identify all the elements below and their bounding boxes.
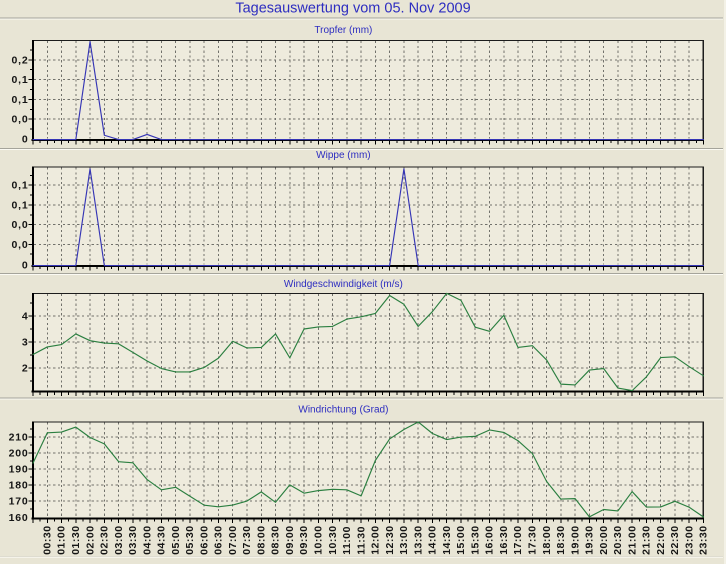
svg-text:16:30: 16:30 bbox=[498, 525, 510, 554]
svg-text:08:00: 08:00 bbox=[255, 525, 267, 554]
svg-text:0,1: 0,1 bbox=[12, 180, 29, 192]
svg-text:11:00: 11:00 bbox=[341, 526, 353, 555]
svg-text:190: 190 bbox=[9, 464, 29, 476]
svg-text:02:00: 02:00 bbox=[84, 525, 96, 554]
svg-text:3: 3 bbox=[22, 337, 29, 349]
svg-text:2: 2 bbox=[22, 363, 29, 375]
svg-text:180: 180 bbox=[9, 480, 29, 492]
svg-text:07:30: 07:30 bbox=[241, 525, 253, 554]
svg-text:Tropfer (mm): Tropfer (mm) bbox=[314, 25, 372, 36]
svg-text:Windgeschwindigkeit (m/s): Windgeschwindigkeit (m/s) bbox=[284, 279, 403, 290]
svg-text:22:00: 22:00 bbox=[655, 525, 667, 554]
svg-text:18:30: 18:30 bbox=[555, 525, 567, 554]
svg-text:02:30: 02:30 bbox=[99, 525, 111, 554]
svg-text:23:30: 23:30 bbox=[698, 525, 710, 554]
svg-text:20:00: 20:00 bbox=[598, 525, 610, 554]
svg-text:03:30: 03:30 bbox=[127, 525, 139, 554]
svg-text:0: 0 bbox=[22, 260, 29, 272]
svg-text:160: 160 bbox=[9, 512, 29, 524]
svg-text:15:30: 15:30 bbox=[469, 525, 481, 554]
svg-text:11:30: 11:30 bbox=[355, 526, 367, 555]
svg-text:12:00: 12:00 bbox=[370, 525, 382, 554]
svg-text:17:00: 17:00 bbox=[512, 525, 524, 554]
svg-text:210: 210 bbox=[9, 432, 29, 444]
svg-text:21:00: 21:00 bbox=[626, 525, 638, 554]
svg-text:03:00: 03:00 bbox=[113, 525, 125, 554]
svg-text:170: 170 bbox=[9, 496, 29, 508]
svg-text:0,1: 0,1 bbox=[12, 74, 29, 86]
svg-text:04:00: 04:00 bbox=[141, 525, 153, 554]
svg-text:13:00: 13:00 bbox=[398, 525, 410, 554]
svg-text:21:30: 21:30 bbox=[641, 525, 653, 554]
svg-text:01:30: 01:30 bbox=[70, 525, 82, 554]
svg-text:08:30: 08:30 bbox=[270, 525, 282, 554]
svg-text:04:30: 04:30 bbox=[156, 525, 168, 554]
svg-text:0,0: 0,0 bbox=[12, 239, 29, 251]
svg-text:22:30: 22:30 bbox=[669, 525, 681, 554]
svg-text:00:30: 00:30 bbox=[41, 525, 53, 554]
svg-text:06:30: 06:30 bbox=[213, 525, 225, 554]
svg-text:0,2: 0,2 bbox=[12, 54, 29, 66]
svg-text:4: 4 bbox=[22, 311, 29, 323]
svg-text:19:00: 19:00 bbox=[569, 525, 581, 554]
svg-text:05:00: 05:00 bbox=[170, 525, 182, 554]
svg-text:19:30: 19:30 bbox=[584, 525, 596, 554]
svg-text:13:30: 13:30 bbox=[412, 525, 424, 554]
svg-text:14:00: 14:00 bbox=[427, 525, 439, 554]
svg-text:0: 0 bbox=[22, 134, 29, 146]
svg-text:10:00: 10:00 bbox=[313, 525, 325, 554]
svg-text:18:00: 18:00 bbox=[541, 525, 553, 554]
svg-text:16:00: 16:00 bbox=[484, 525, 496, 554]
svg-text:Tagesauswertung vom 05. Nov 20: Tagesauswertung vom 05. Nov 2009 bbox=[235, 1, 470, 17]
svg-text:Wippe (mm): Wippe (mm) bbox=[316, 150, 370, 161]
svg-text:06:00: 06:00 bbox=[198, 525, 210, 554]
svg-text:17:30: 17:30 bbox=[527, 525, 539, 554]
svg-text:200: 200 bbox=[9, 448, 29, 460]
svg-text:23:00: 23:00 bbox=[683, 525, 695, 554]
svg-text:10:30: 10:30 bbox=[327, 525, 339, 554]
svg-text:Windrichtung (Grad): Windrichtung (Grad) bbox=[298, 405, 388, 416]
svg-text:0,1: 0,1 bbox=[12, 199, 29, 211]
svg-text:20:30: 20:30 bbox=[612, 525, 624, 554]
svg-text:09:30: 09:30 bbox=[298, 525, 310, 554]
svg-text:12:30: 12:30 bbox=[384, 525, 396, 554]
svg-text:14:30: 14:30 bbox=[441, 525, 453, 554]
svg-text:09:00: 09:00 bbox=[284, 525, 296, 554]
svg-text:0,1: 0,1 bbox=[12, 94, 29, 106]
svg-text:05:30: 05:30 bbox=[184, 525, 196, 554]
svg-text:07:00: 07:00 bbox=[227, 525, 239, 554]
svg-text:0,0: 0,0 bbox=[12, 219, 29, 231]
svg-text:15:00: 15:00 bbox=[455, 525, 467, 554]
svg-text:0,0: 0,0 bbox=[12, 114, 29, 126]
svg-text:01:00: 01:00 bbox=[56, 525, 68, 554]
